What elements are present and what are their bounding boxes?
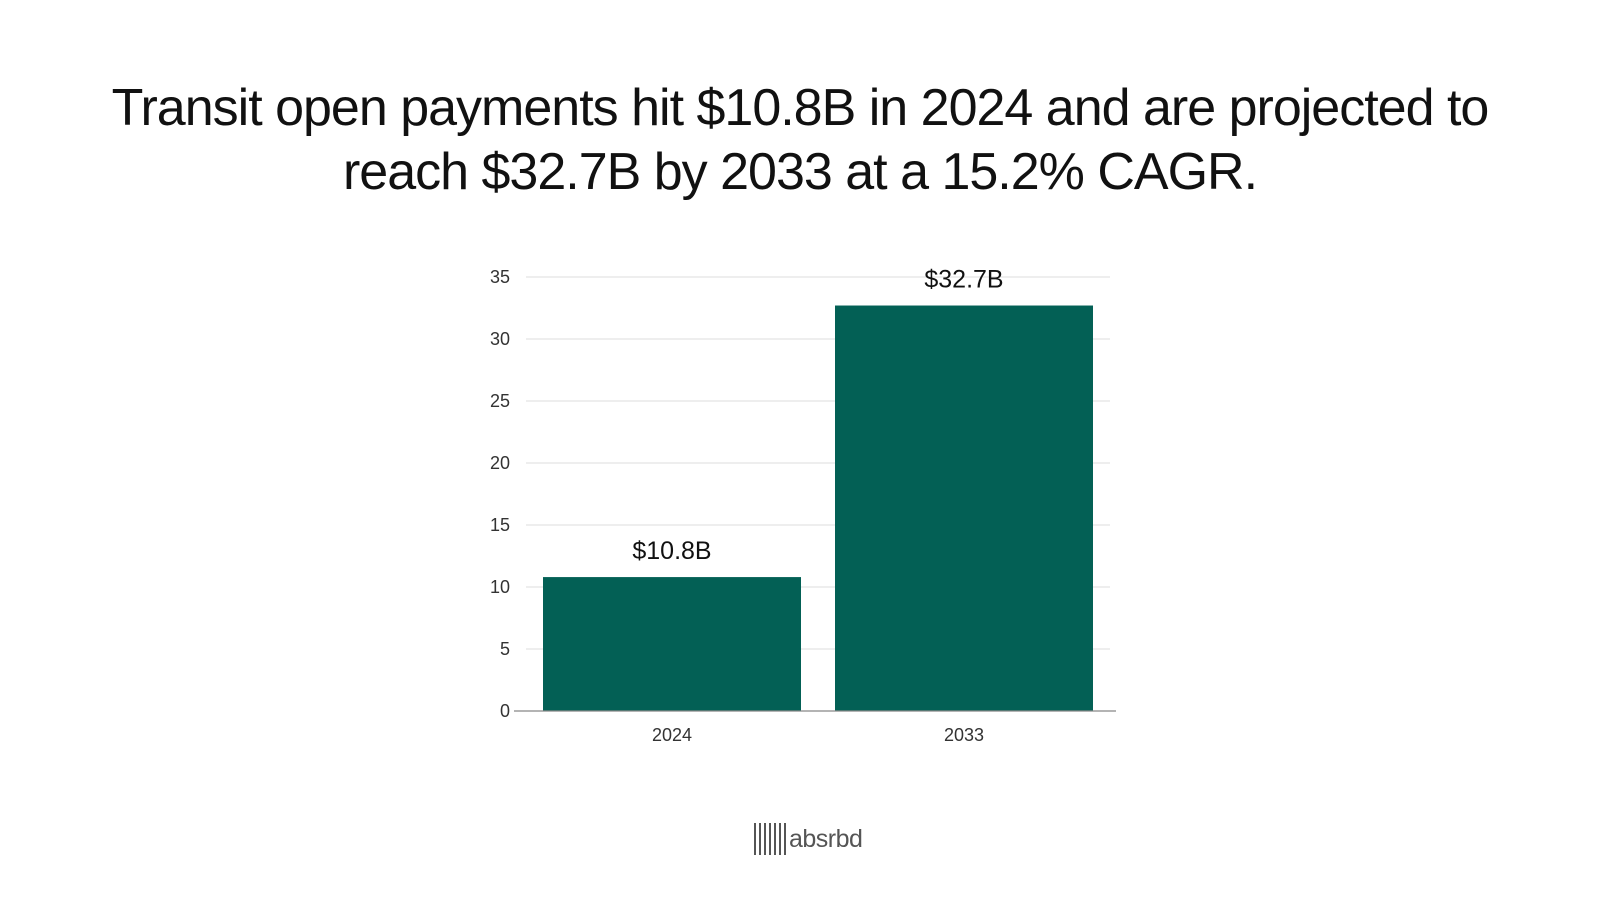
y-tick-label: 15	[490, 515, 510, 535]
brand-logo-text: absrbd	[789, 824, 863, 853]
bar-2024	[543, 577, 801, 711]
y-tick-label: 10	[490, 577, 510, 597]
barcode-icon	[754, 823, 786, 855]
x-tick-label: 2024	[652, 725, 692, 745]
bar-2033	[835, 305, 1093, 711]
data-label: $10.8B	[632, 537, 711, 565]
y-tick-label: 35	[490, 267, 510, 287]
x-tick-label: 2033	[944, 725, 984, 745]
y-tick-label: 30	[490, 329, 510, 349]
y-tick-label: 0	[500, 701, 510, 721]
y-tick-label: 20	[490, 453, 510, 473]
brand-logo: absrbd	[754, 822, 863, 856]
chart-headline: Transit open payments hit $10.8B in 2024…	[111, 79, 1490, 201]
y-tick-label: 25	[490, 391, 510, 411]
y-tick-label: 5	[500, 639, 510, 659]
data-label: $32.7B	[924, 266, 1003, 294]
